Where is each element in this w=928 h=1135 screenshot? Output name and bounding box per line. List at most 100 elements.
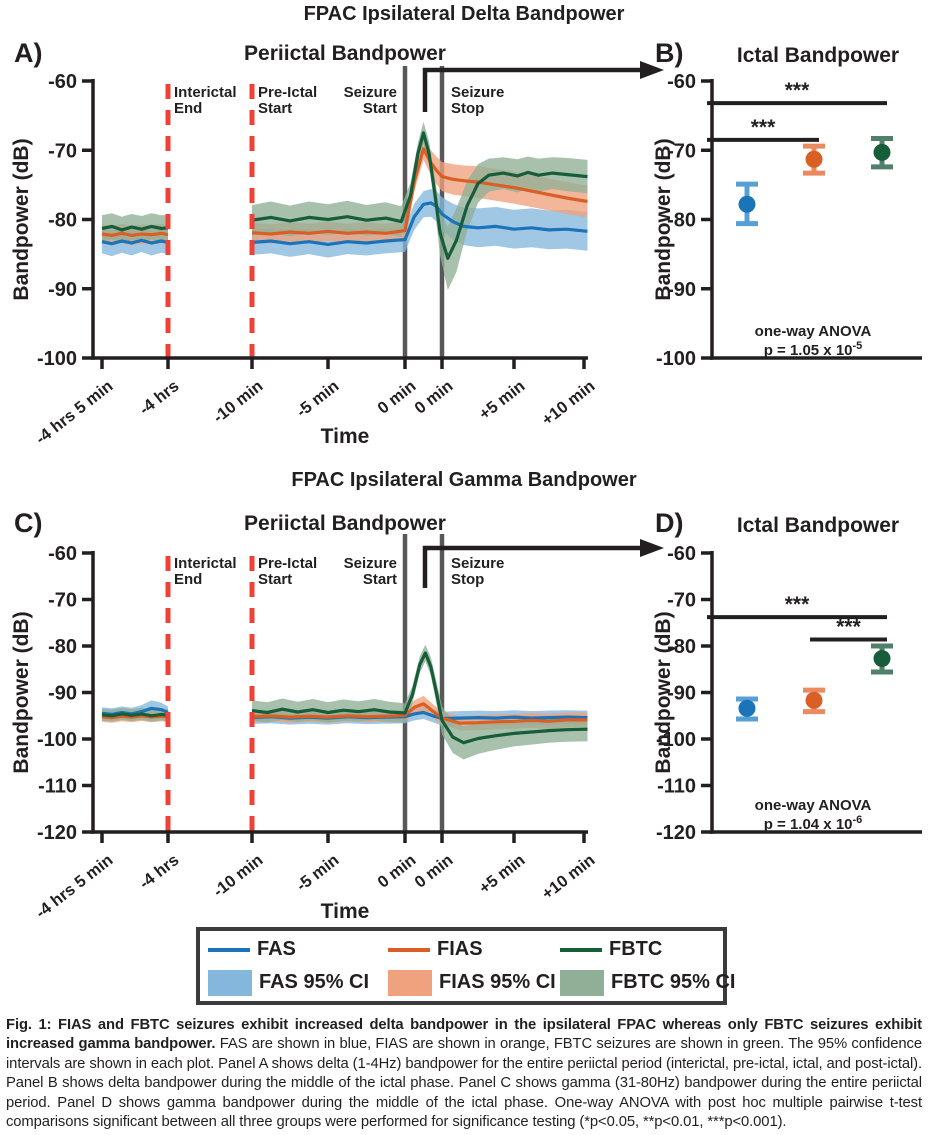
interictal-end-label: Interictal bbox=[174, 84, 237, 101]
x-tick-label: +10 min bbox=[539, 377, 599, 429]
y-tick-label: -80 bbox=[667, 636, 696, 658]
panel-label-B: B) bbox=[655, 38, 684, 68]
y-tick-label: -100 bbox=[656, 729, 696, 751]
x-tick-label: -10 min bbox=[210, 377, 267, 427]
panel-b-ictal-delta-chart: B) Ictal Bandpower Bandpower (dB) -60 -70 -80… bbox=[652, 38, 922, 370]
ictal-window-arrow bbox=[422, 545, 644, 588]
fbtc-ci-band bbox=[252, 121, 588, 291]
panel-title-B: Ictal Bandpower bbox=[737, 44, 899, 67]
legend-item-fbtc-95-ci: FBTC 95% CI bbox=[560, 969, 736, 996]
x-axis-label-C: Time bbox=[321, 900, 370, 923]
seizure-start-label: Seizure bbox=[344, 84, 397, 101]
legend-item-fias: FIAS bbox=[388, 938, 560, 961]
arrowhead-icon bbox=[640, 61, 664, 79]
significance-stars: *** bbox=[751, 116, 776, 139]
fias-line bbox=[101, 714, 169, 720]
x-tick-label: -5 min bbox=[293, 851, 342, 895]
legend: FAS FIAS FBTC FAS 95% CI FIAS 95% CI FBTC 95%… bbox=[196, 927, 735, 1005]
preictal-start-label: Start bbox=[258, 571, 292, 588]
legend-ci-swatch bbox=[560, 969, 604, 996]
anova-label: one-way ANOVA bbox=[755, 797, 872, 814]
legend-label: FIAS 95% CI bbox=[439, 971, 556, 993]
panel-label-D: D) bbox=[655, 508, 684, 538]
y-tick-label: -90 bbox=[48, 279, 77, 301]
legend-label: FAS 95% CI bbox=[259, 971, 370, 993]
y-tick-label: -90 bbox=[667, 279, 696, 301]
y-tick-label: -80 bbox=[667, 210, 696, 232]
figure-title-delta: FPAC Ipsilateral Delta Bandpower bbox=[303, 3, 625, 25]
fas-line bbox=[101, 238, 169, 246]
x-tick-label: -4 hrs bbox=[136, 377, 182, 419]
anova-p-value: p = 1.04 x 10-6 bbox=[764, 814, 863, 833]
x-axis-label-A: Time bbox=[321, 425, 370, 448]
preictal-start-label: Pre-Ictal bbox=[258, 84, 317, 101]
y-tick-label: -70 bbox=[48, 140, 77, 162]
legend-label: FBTC 95% CI bbox=[611, 971, 736, 993]
legend-label: FIAS bbox=[437, 938, 483, 960]
y-tick-label: -70 bbox=[667, 590, 696, 612]
y-tick-label: -100 bbox=[37, 729, 77, 751]
fbtc-line bbox=[251, 651, 588, 745]
y-tick-label: -90 bbox=[667, 683, 696, 705]
interictal-end-label: End bbox=[174, 100, 202, 117]
fbtc-line bbox=[101, 224, 169, 232]
preictal-start-label: Pre-Ictal bbox=[258, 555, 317, 572]
panel-title-C: Periictal Bandpower bbox=[244, 512, 446, 535]
caption-bold: Fig. 1: FIAS and FBTC seizures exhibit i… bbox=[6, 1017, 922, 1053]
figure-title-gamma: FPAC Ipsilateral Gamma Bandpower bbox=[291, 469, 637, 491]
y-tick-label: -60 bbox=[667, 71, 696, 93]
panel-title-D: Ictal Bandpower bbox=[737, 514, 899, 537]
legend-line-swatch bbox=[560, 947, 602, 952]
legend-line-swatch bbox=[388, 947, 430, 952]
legend-ci-swatch bbox=[208, 969, 252, 996]
panel-title-A: Periictal Bandpower bbox=[244, 42, 446, 65]
y-axis-label-C: Bandpower (dB) bbox=[10, 611, 33, 773]
y-tick-label: -110 bbox=[38, 776, 77, 798]
panel-c-periictal-gamma-chart: C) Periictal Bandpower Bandpower (dB) Inter… bbox=[10, 508, 664, 923]
y-tick-label: -70 bbox=[667, 140, 696, 162]
seizure-start-label: Start bbox=[363, 100, 397, 117]
fias-mean-point bbox=[805, 691, 823, 709]
panel-a-periictal-delta-chart: A) Periictal Bandpower Bandpower (dB) Inter… bbox=[10, 38, 664, 448]
fbtc-mean-point bbox=[873, 650, 891, 668]
significance-stars: *** bbox=[785, 593, 810, 616]
anova-label: one-way ANOVA bbox=[755, 323, 872, 340]
legend-line-swatch bbox=[208, 947, 250, 952]
fas-mean-point bbox=[738, 195, 756, 213]
seizure-start-label: Seizure bbox=[344, 555, 397, 572]
significance-stars: *** bbox=[836, 615, 861, 638]
x-tick-label: +5 min bbox=[476, 851, 529, 898]
preictal-start-label: Start bbox=[258, 100, 292, 117]
x-tick-label: -4 hrs 5 min bbox=[32, 377, 116, 448]
y-tick-label: -80 bbox=[48, 636, 77, 658]
fbtc-line bbox=[251, 131, 588, 260]
seizure-start-label: Start bbox=[363, 571, 397, 588]
x-tick-label: 0 min bbox=[374, 851, 419, 892]
y-axis-label-B: Bandpower (dB) bbox=[652, 138, 675, 300]
panel-label-A: A) bbox=[14, 38, 43, 68]
x-tick-label: -5 min bbox=[293, 377, 342, 421]
caption-rest: FAS are shown in blue, FIAS are shown in… bbox=[6, 1036, 922, 1131]
fas-line bbox=[251, 201, 588, 246]
y-tick-label: -60 bbox=[667, 543, 696, 565]
legend-label: FAS bbox=[257, 938, 296, 960]
x-tick-label: -10 min bbox=[210, 851, 267, 901]
y-tick-label: -70 bbox=[48, 590, 77, 612]
seizure-stop-label: Stop bbox=[451, 571, 484, 588]
x-tick-label: -4 hrs 5 min bbox=[32, 851, 116, 922]
x-tick-label: 0 min bbox=[411, 851, 456, 892]
panel-label-C: C) bbox=[14, 508, 43, 538]
x-tick-label: +10 min bbox=[539, 851, 599, 903]
legend-ci-swatch bbox=[388, 969, 432, 996]
x-tick-label: 0 min bbox=[374, 377, 419, 418]
fbtc-line bbox=[101, 712, 169, 718]
fias-line bbox=[251, 702, 588, 725]
y-axis-label-A: Bandpower (dB) bbox=[10, 138, 33, 300]
seizure-stop-label: Seizure bbox=[451, 84, 504, 101]
legend-label: FBTC bbox=[609, 938, 663, 960]
fbtc-ci-band bbox=[252, 644, 588, 760]
x-tick-label: 0 min bbox=[411, 377, 456, 418]
y-tick-label: -110 bbox=[657, 776, 696, 798]
fas-mean-point bbox=[738, 699, 756, 717]
